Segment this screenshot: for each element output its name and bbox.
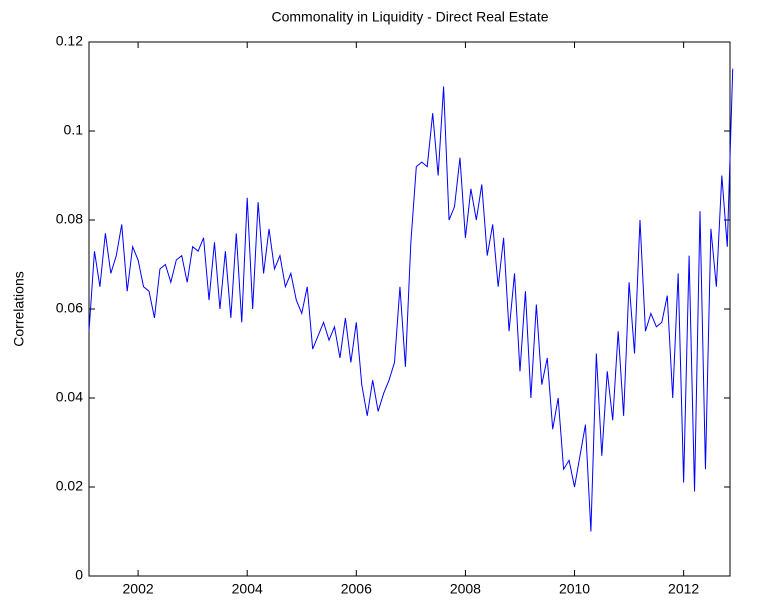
x-tick-label: 2008 bbox=[450, 581, 481, 597]
y-tick-label: 0.12 bbox=[56, 33, 83, 49]
plot-frame bbox=[88, 41, 731, 577]
y-tick-label: 0.06 bbox=[56, 300, 83, 316]
x-tick-label: 2006 bbox=[341, 581, 372, 597]
x-tick-label: 2004 bbox=[232, 581, 263, 597]
data-line bbox=[88, 68, 734, 532]
x-tick-label: 2012 bbox=[668, 581, 699, 597]
y-tick-label: 0.02 bbox=[56, 478, 83, 494]
x-tick-label: 2002 bbox=[123, 581, 154, 597]
y-tick-label: 0 bbox=[75, 567, 83, 583]
x-tick-label: 2010 bbox=[559, 581, 590, 597]
y-tick-label: 0.08 bbox=[56, 211, 83, 227]
y-axis-label: Correlations bbox=[11, 271, 27, 346]
y-tick-label: 0.1 bbox=[64, 122, 84, 138]
chart-title: Commonality in Liquidity - Direct Real E… bbox=[272, 9, 549, 25]
y-tick-label: 0.04 bbox=[56, 389, 83, 405]
